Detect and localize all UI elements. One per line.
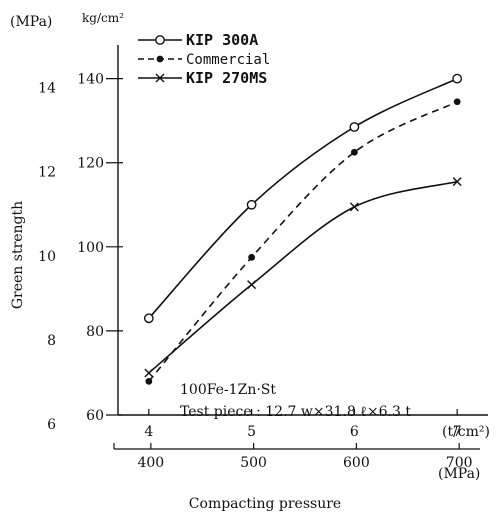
y-tick-label-kg: 60 — [86, 408, 104, 424]
y-tick-label-mpa: 6 — [47, 417, 56, 433]
y-tick-label-kg: 140 — [77, 72, 104, 88]
data-point-kip-270ms — [247, 280, 257, 290]
legend-marker-commercial — [156, 55, 164, 63]
x-axis-title: Compacting pressure — [189, 496, 341, 512]
legend-label-kip-270ms: KIP 270MS — [186, 69, 267, 87]
data-point-commercial — [453, 98, 461, 106]
x-tick-label-tcm: 6 — [350, 424, 359, 440]
x-tick-label-tcm: 7 — [453, 424, 462, 440]
annotation-material: 100Fe-1Zn·St — [180, 382, 276, 398]
series-line-kip-300a — [148, 77, 458, 319]
y-tick-label-kg: 120 — [77, 156, 104, 172]
legend-marker-kip-300a — [155, 35, 165, 45]
data-point-kip-270ms — [144, 368, 154, 378]
data-point-kip-300a — [349, 122, 360, 132]
series-line-kip-270ms — [148, 180, 458, 374]
x-tick-label-tcm: 4 — [144, 424, 153, 440]
annotation-test-piece: Test piece : 12.7 w×31.8 ℓ×6.3 t — [180, 404, 411, 420]
legend-label-commercial: Commercial — [186, 52, 270, 68]
x-tick-label-tcm: 5 — [247, 424, 256, 440]
data-point-kip-300a — [143, 313, 154, 324]
data-point-kip-270ms — [349, 202, 359, 212]
legend-marker-kip-270ms — [155, 73, 165, 83]
y-tick-label-mpa: 10 — [38, 249, 56, 265]
y-tick-label-kg: 100 — [77, 240, 104, 256]
data-point-kip-300a — [246, 199, 257, 210]
data-point-commercial — [248, 253, 256, 261]
data-point-commercial — [145, 377, 153, 385]
x-unit-top: (t/cm²) — [442, 424, 490, 440]
data-point-kip-300a — [452, 73, 463, 84]
data-point-commercial — [350, 148, 358, 156]
y-tick-label-mpa: 8 — [47, 333, 56, 349]
y-tick-label-mpa: 14 — [38, 81, 56, 97]
y-unit-left: (MPa) — [10, 14, 52, 30]
x2-tick-label-mpa: 600 — [343, 455, 370, 471]
series-line-commercial — [148, 101, 458, 382]
y-axis-title: Green strength — [10, 201, 26, 309]
y-tick-label-kg: 80 — [86, 324, 104, 340]
y-tick-label-mpa: 12 — [38, 165, 56, 181]
x-unit-bottom: (MPa) — [438, 466, 480, 482]
x2-tick-label-mpa: 700 — [446, 455, 473, 471]
x2-tick-label-mpa: 500 — [240, 455, 267, 471]
y-unit-right: kg/cm² — [82, 11, 124, 25]
data-point-kip-270ms — [452, 177, 462, 187]
legend-label-kip-300a: KIP 300A — [186, 31, 258, 49]
x2-tick-label-mpa: 400 — [137, 455, 164, 471]
